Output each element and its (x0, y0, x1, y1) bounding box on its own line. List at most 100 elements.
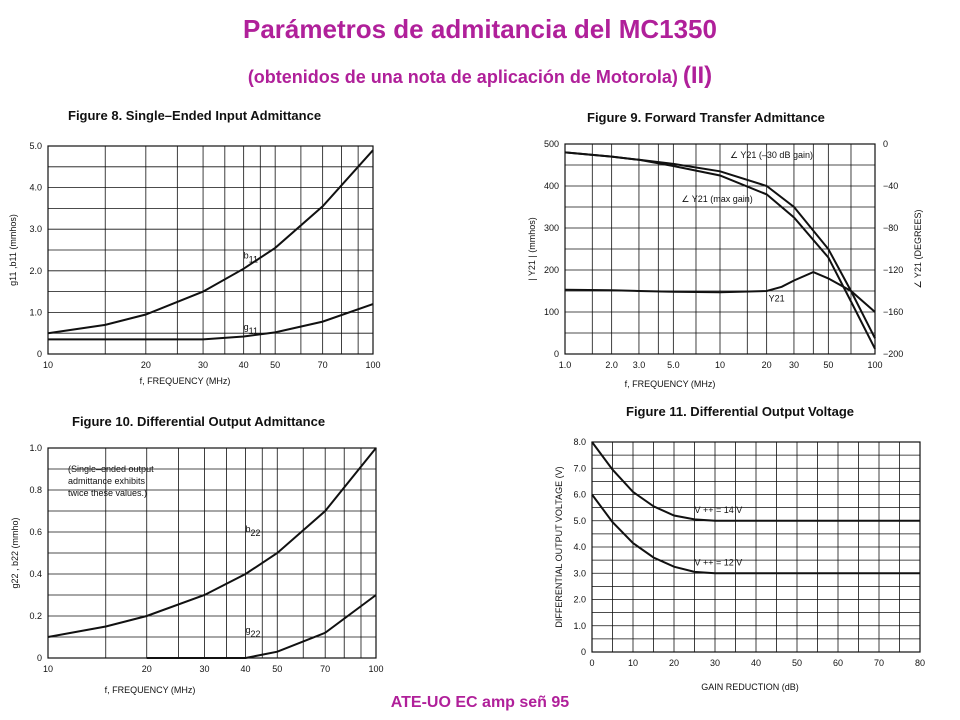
plot-frame (47, 145, 374, 355)
x-tick-label: 2.0 (605, 360, 618, 370)
x-tick-label: 10 (43, 664, 53, 674)
series-line-0 (591, 441, 920, 522)
series-label-sub: 11 (249, 326, 258, 336)
y-tick-label: 0.6 (29, 527, 42, 537)
plot-frame (591, 441, 921, 653)
series-label-v12: V ++ = 12 V (695, 557, 743, 567)
y-tick-label: 400 (544, 181, 559, 191)
y2-tick-label: −120 (883, 265, 903, 275)
y2-tick-label: −160 (883, 307, 903, 317)
chart-figure-11: Figure 11. Differential Output Voltage 0 1… (540, 402, 950, 692)
x-tick-label: 20 (669, 658, 679, 668)
x-axis-label: f, FREQUENCY (MHz) (105, 685, 196, 695)
x-tick-label: 100 (867, 360, 882, 370)
series-label-sub: 11 (249, 254, 258, 264)
x-tick-label: 20 (762, 360, 772, 370)
annotation-y21: Y21 (769, 294, 785, 304)
annotation-angle-30db: ∠ Y21 (–30 dB gain) (730, 150, 813, 160)
x-tick-label: 100 (365, 360, 380, 370)
x-tick-label: 10 (43, 360, 53, 370)
y-tick-label: 0 (37, 349, 42, 359)
y-tick-label: 5.0 (573, 516, 586, 526)
x-tick-label: 50 (823, 360, 833, 370)
y-axis-label: g22 , b22 (mmho) (10, 517, 20, 588)
y-tick-label: 0.8 (29, 485, 42, 495)
series-label-main: g (245, 625, 250, 635)
series-label: b22 (245, 524, 260, 538)
series-label: b11 (244, 250, 258, 264)
x-tick-label: 70 (320, 664, 330, 674)
x-tick-label: 50 (272, 664, 282, 674)
x-tick-label: 50 (270, 360, 280, 370)
x-tick-label: 30 (789, 360, 799, 370)
y2-axis-label: ∠ Y21 (DEGREES) (913, 210, 923, 289)
y-tick-label: 100 (544, 307, 559, 317)
chart-title: Figure 10. Differential Output Admittanc… (72, 414, 325, 429)
chart-figure-10-svg: Figure 10. Differential Output Admittanc… (10, 414, 384, 695)
y2-tick-label: −40 (883, 181, 898, 191)
x-tick-label: 60 (833, 658, 843, 668)
page-title: Parámetros de admitancia del MC1350 (243, 14, 717, 44)
series-label-v14: V ++ = 14 V (695, 505, 743, 515)
y-tick-label: 300 (544, 223, 559, 233)
y-tick-label: 2.0 (29, 266, 42, 276)
series-label: g11 (244, 322, 258, 336)
y-tick-label: 500 (544, 139, 559, 149)
page-subtitle: (obtenidos de una nota de aplicación de … (0, 62, 960, 90)
series-line-0 (47, 149, 374, 335)
series-line-1 (146, 594, 377, 659)
annotation-angle-max: ∠ Y21 (max gain) (681, 194, 752, 204)
series-line-1 (564, 151, 876, 350)
y2-tick-label: 0 (883, 139, 888, 149)
y-axis-label: | Y21 | (mmhos) (527, 217, 537, 281)
x-axis-label: GAIN REDUCTION (dB) (701, 682, 799, 692)
y-tick-label: 0 (37, 653, 42, 663)
series-label-main: b (245, 524, 250, 534)
series-line-1 (591, 493, 920, 575)
x-tick-label: 3.0 (633, 360, 646, 370)
annotation-note-line: twice these values.) (68, 488, 147, 498)
y-tick-label: 0.2 (29, 611, 42, 621)
y-tick-label: 200 (544, 265, 559, 275)
x-tick-label: 70 (318, 360, 328, 370)
subtitle-part-number: (II) (682, 62, 713, 89)
y-axis-label: g11 ,b11 (mmhos) (8, 214, 18, 286)
chart-figure-8: Figure 8. Single–Ended Input Admittance 1… (8, 106, 450, 396)
x-tick-label: 50 (792, 658, 802, 668)
y-tick-label: 0 (581, 647, 586, 657)
y-tick-label: 1.0 (29, 443, 42, 453)
plot-frame (564, 143, 876, 355)
chart-figure-10: Figure 10. Differential Output Admittanc… (10, 410, 450, 695)
chart-figure-11-svg: Figure 11. Differential Output Voltage 0 1… (554, 404, 925, 692)
series-label: g22 (245, 625, 260, 639)
x-tick-label: 10 (628, 658, 638, 668)
y-tick-label: 8.0 (573, 437, 586, 447)
y2-tick-label: −80 (883, 223, 898, 233)
chart-title: Figure 9. Forward Transfer Admittance (587, 110, 825, 125)
y-axis-label: DIFFERENTIAL OUTPUT VOLTAGE (V) (554, 466, 564, 627)
series-line-2 (564, 271, 876, 313)
y-tick-label: 3.0 (29, 224, 42, 234)
y-tick-label: 5.0 (29, 141, 42, 151)
x-tick-label: 100 (368, 664, 383, 674)
series-line-1 (48, 303, 374, 341)
series-label-main: g (244, 322, 249, 332)
series-line-0 (47, 447, 377, 638)
x-tick-label: 20 (141, 360, 151, 370)
y-tick-label: 6.0 (573, 490, 586, 500)
y-tick-label: 7.0 (573, 463, 586, 473)
x-tick-label: 30 (199, 664, 209, 674)
y2-tick-label: −200 (883, 349, 903, 359)
y-tick-label: 4.0 (573, 542, 586, 552)
chart-figure-9-svg: Figure 9. Forward Transfer Admittance 1.0… (527, 110, 923, 389)
y-tick-label: 1.0 (29, 307, 42, 317)
x-tick-label: 0 (589, 658, 594, 668)
y-tick-label: 4.0 (29, 183, 42, 193)
x-tick-label: 40 (240, 664, 250, 674)
chart-figure-9: Figure 9. Forward Transfer Admittance 1.0… (505, 106, 945, 396)
chart-title: Figure 8. Single–Ended Input Admittance (68, 108, 321, 123)
x-axis-label: f, FREQUENCY (MHz) (625, 379, 716, 389)
subtitle-text: (obtenidos de una nota de aplicación de … (247, 67, 683, 87)
x-tick-label: 80 (915, 658, 925, 668)
y-tick-label: 0 (554, 349, 559, 359)
